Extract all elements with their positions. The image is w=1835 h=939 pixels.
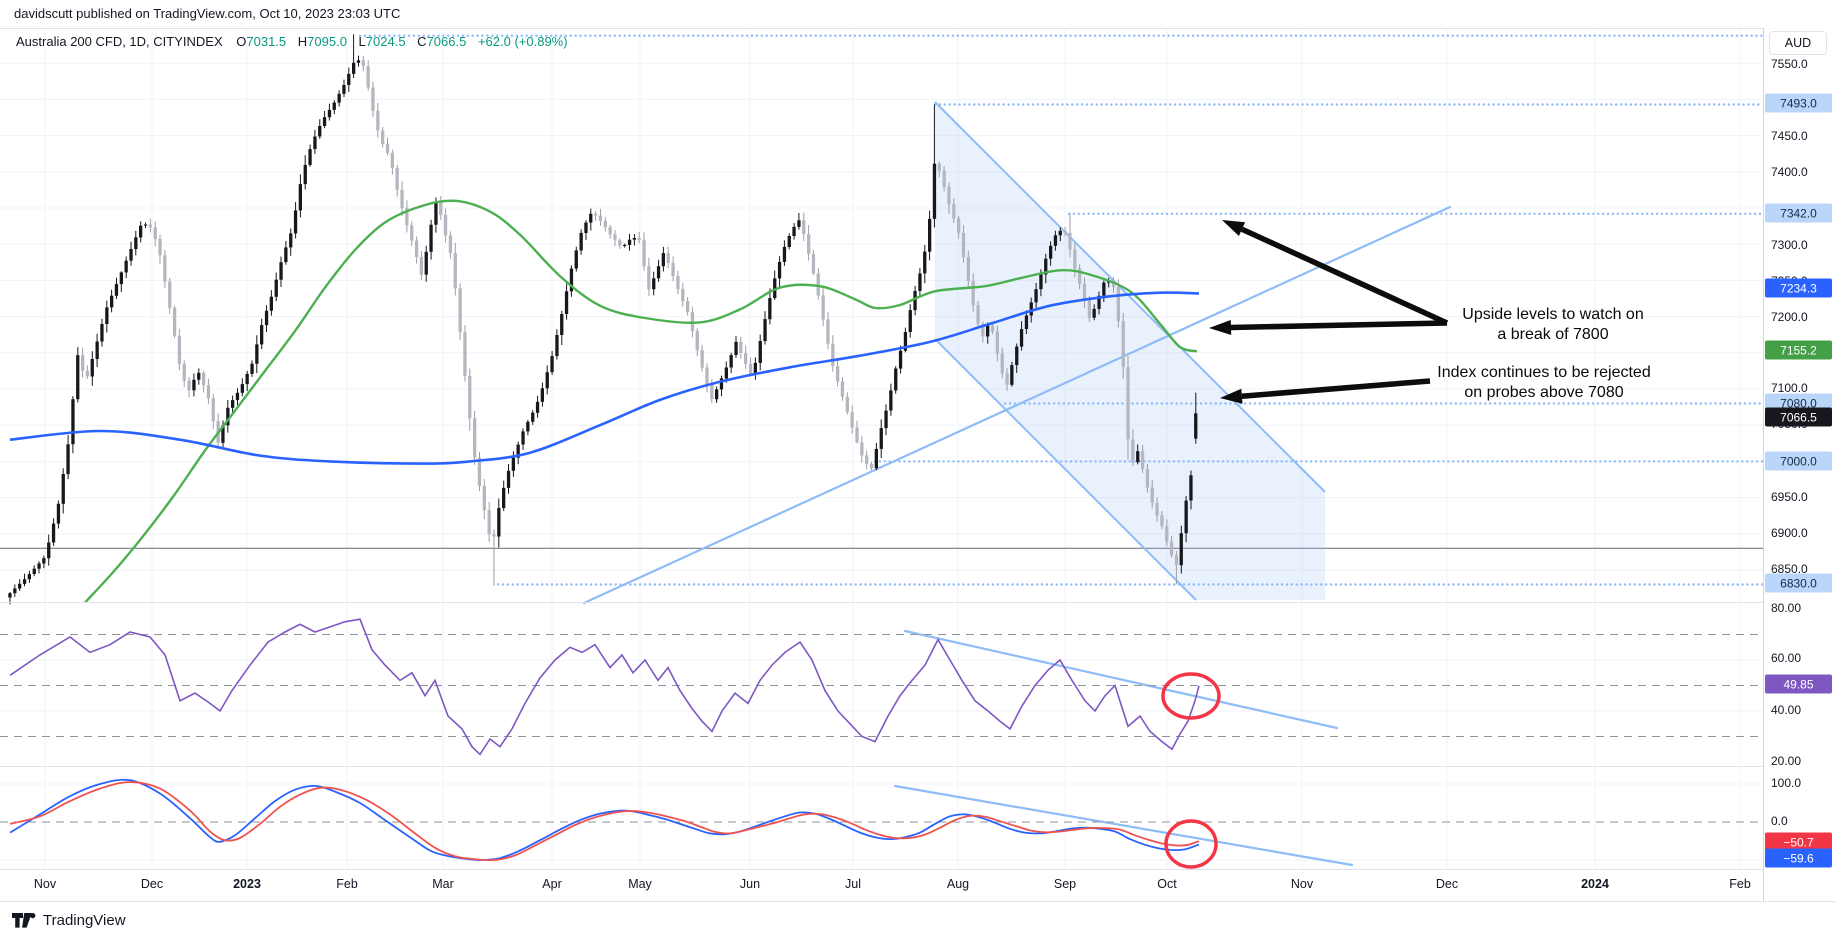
ohlc-high-value: 7095.0 bbox=[307, 34, 347, 49]
axis-badge: 6830.0 bbox=[1765, 573, 1832, 593]
time-label: Feb bbox=[1729, 877, 1751, 891]
axis-badge: −50.7 bbox=[1765, 832, 1832, 852]
axis-badge: 7342.0 bbox=[1765, 203, 1832, 223]
axis-badge: 7493.0 bbox=[1765, 93, 1832, 113]
time-label: 2024 bbox=[1581, 877, 1609, 891]
time-label: 2023 bbox=[233, 877, 261, 891]
axis-label: 7550.0 bbox=[1771, 57, 1808, 71]
footer-bar: TradingView bbox=[0, 901, 1835, 939]
ohlc-high-key: H bbox=[297, 34, 308, 49]
axis-label: 80.00 bbox=[1771, 601, 1802, 615]
time-label: Feb bbox=[336, 877, 358, 891]
ohlc-open-key: O bbox=[236, 34, 247, 49]
time-label: Oct bbox=[1157, 877, 1177, 891]
time-label: Nov bbox=[33, 877, 57, 891]
time-label: Dec bbox=[1435, 877, 1459, 891]
change-value: +62.0 (+0.89%) bbox=[477, 34, 568, 49]
time-label: Dec bbox=[140, 877, 164, 891]
symbol-legend[interactable]: Australia 200 CFD, 1D, CITYINDEX O7031.5… bbox=[16, 34, 568, 49]
time-label: Aug bbox=[946, 877, 970, 891]
candlestick-series bbox=[8, 34, 1198, 605]
annotation-arrows bbox=[1209, 220, 1449, 404]
ohlc-low-value: 7024.5 bbox=[365, 34, 406, 49]
ma-green-line bbox=[84, 199, 1198, 604]
trendlines bbox=[582, 205, 1452, 867]
macd-line bbox=[9, 778, 1200, 861]
axis-label: 6950.0 bbox=[1771, 490, 1808, 504]
ohlc-low-key: L bbox=[358, 34, 366, 49]
axis-badge: 7155.2 bbox=[1765, 340, 1832, 360]
axis-badge: −59.6 bbox=[1765, 848, 1832, 868]
axis-badge: 7066.5 bbox=[1765, 407, 1832, 427]
annotation-rejected: Index continues to be rejected on probes… bbox=[1437, 364, 1651, 401]
time-label: Jun bbox=[739, 877, 761, 891]
ohlc-close-key: C bbox=[417, 34, 427, 49]
axis-label: 7300.0 bbox=[1771, 238, 1808, 252]
annotation-upside-levels: Upside levels to watch on a break of 780… bbox=[1462, 306, 1644, 343]
time-label: May bbox=[628, 877, 652, 891]
axis-label: 20.00 bbox=[1771, 754, 1802, 768]
rsi-line bbox=[9, 618, 1200, 756]
axis-label: 7450.0 bbox=[1771, 129, 1808, 143]
ohlc-close-value: 7066.5 bbox=[426, 34, 467, 49]
macd-signal-line bbox=[9, 781, 1200, 862]
axis-label: 0.0 bbox=[1771, 814, 1788, 828]
currency-badge[interactable]: AUD bbox=[1769, 31, 1827, 55]
tradingview-logo-icon bbox=[12, 913, 36, 928]
axis-label: 40.00 bbox=[1771, 703, 1802, 717]
axis-label: 60.00 bbox=[1771, 651, 1802, 665]
chart-area[interactable] bbox=[0, 28, 1763, 870]
axis-label: 100.0 bbox=[1771, 776, 1802, 790]
tradingview-brand[interactable]: TradingView bbox=[12, 912, 126, 929]
pane-separator-rsi-macd[interactable] bbox=[0, 766, 1763, 767]
time-label: Nov bbox=[1290, 877, 1314, 891]
key-level-dotted-lines bbox=[358, 34, 1763, 586]
descending-channel bbox=[934, 101, 1326, 601]
axis-label: 7200.0 bbox=[1771, 310, 1808, 324]
ohlc-open-value: 7031.5 bbox=[246, 34, 287, 49]
pane-separator-main-rsi[interactable] bbox=[0, 602, 1763, 603]
axis-label: 6900.0 bbox=[1771, 526, 1808, 540]
time-label: Apr bbox=[542, 877, 562, 891]
axis-label: 7100.0 bbox=[1771, 381, 1808, 395]
time-label: Jul bbox=[845, 877, 861, 891]
ma-blue-line bbox=[9, 291, 1200, 465]
axis-badge: 7000.0 bbox=[1765, 451, 1832, 471]
publish-attribution: davidscutt published on TradingView.com,… bbox=[14, 6, 401, 21]
axis-badge: 7234.3 bbox=[1765, 278, 1832, 298]
axis-label: 6850.0 bbox=[1771, 562, 1808, 576]
pane-separator-timeaxis bbox=[0, 869, 1763, 870]
brand-label: TradingView bbox=[43, 912, 126, 929]
symbol-title: Australia 200 CFD, 1D, CITYINDEX bbox=[16, 34, 223, 49]
time-label: Sep bbox=[1053, 877, 1077, 891]
axis-badge: 49.85 bbox=[1765, 674, 1832, 694]
highlight-circles bbox=[1161, 672, 1221, 869]
chart-canvas[interactable] bbox=[0, 29, 1763, 902]
axis-label: 7400.0 bbox=[1771, 165, 1808, 179]
time-label: Mar bbox=[432, 877, 454, 891]
